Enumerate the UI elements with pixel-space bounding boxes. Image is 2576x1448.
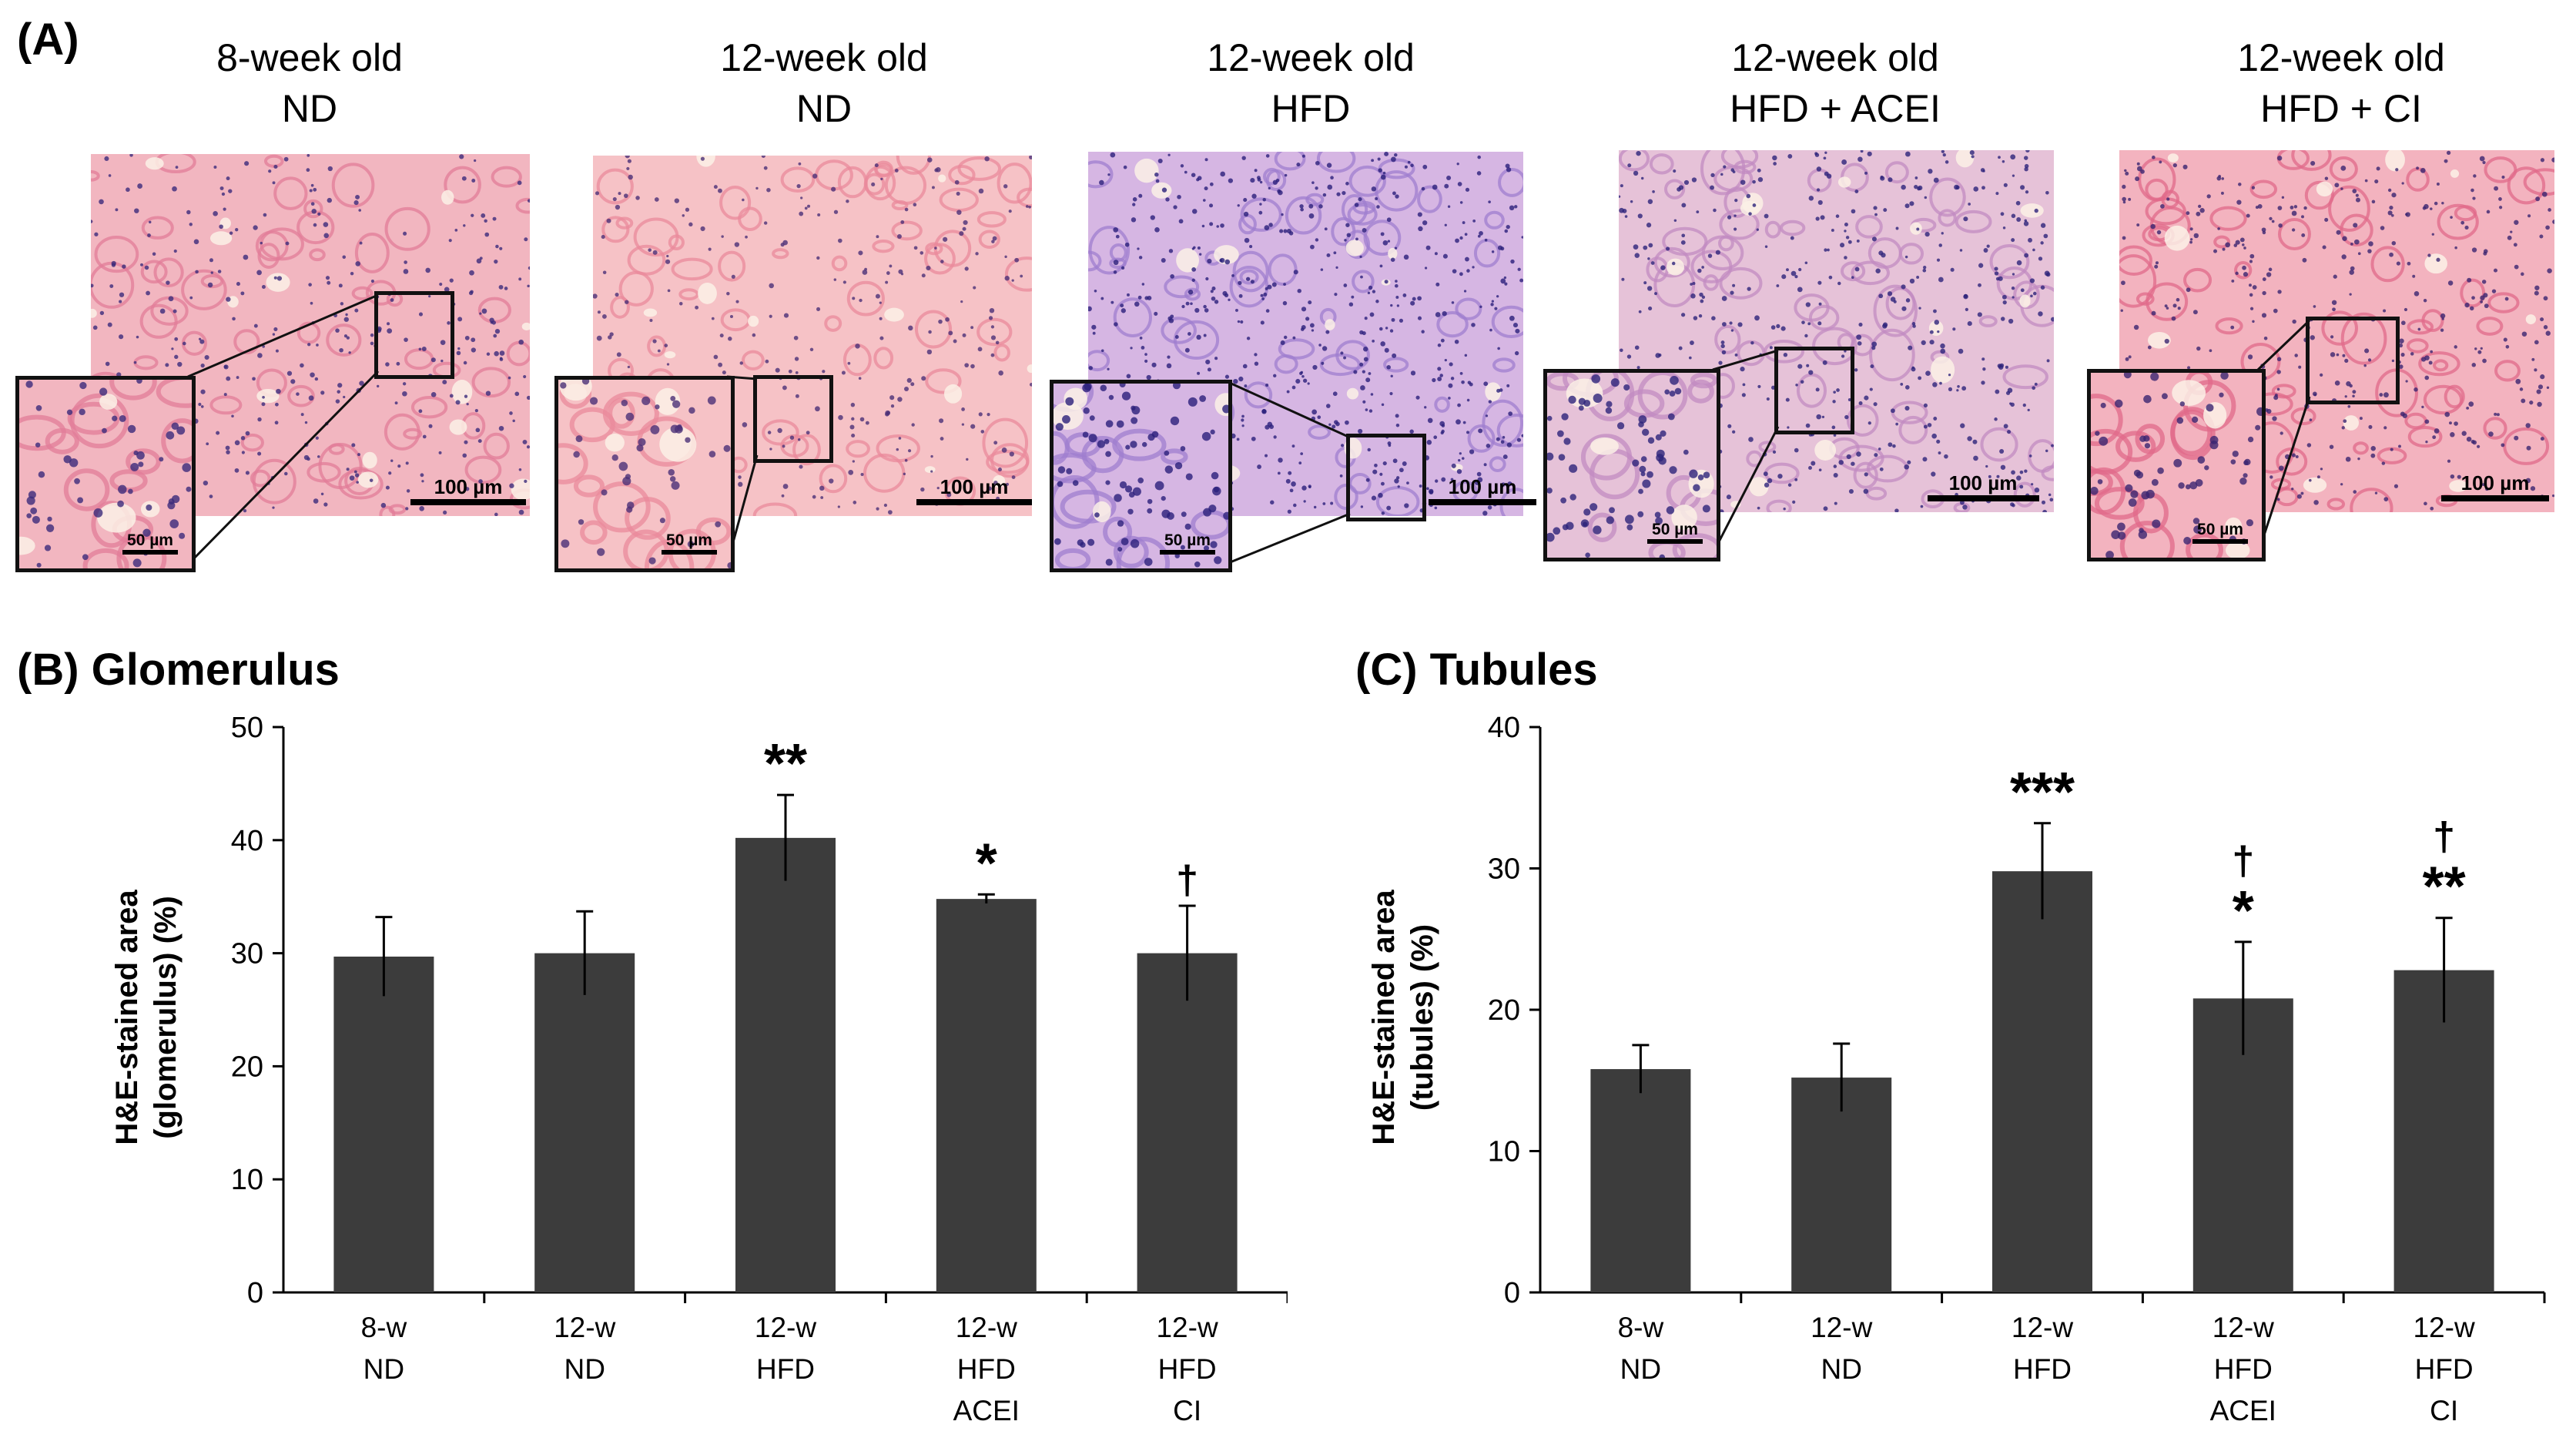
x-category-label: 12-w bbox=[956, 1312, 1017, 1343]
x-category-label: HFD bbox=[2214, 1353, 2273, 1385]
scale-bar-main-2: 100 µm bbox=[913, 475, 1036, 505]
roi-box-2 bbox=[753, 375, 833, 463]
y-tick-label: 30 bbox=[231, 938, 263, 970]
significance-label: * bbox=[2233, 880, 2254, 942]
y-tick-label: 40 bbox=[1488, 712, 1520, 744]
micrograph-12w-hfd bbox=[1088, 152, 1523, 516]
bar-1 bbox=[1590, 1069, 1691, 1292]
x-category-label: 12-w bbox=[755, 1312, 816, 1343]
scale-bar-main-5: 100 µm bbox=[2434, 471, 2557, 501]
scale-bar-inset-4: 50 µm bbox=[1640, 521, 1710, 544]
bar-3 bbox=[1992, 871, 2092, 1292]
y-tick-label: 0 bbox=[1504, 1277, 1520, 1309]
panel-a-label: (A) bbox=[17, 15, 79, 65]
x-category-label: CI bbox=[2430, 1395, 2458, 1426]
significance-label: *** bbox=[2010, 762, 2075, 823]
chart-b-glomerulus: 0 10 20 30 40 50 H&E-stained area (glomerulus) … bbox=[110, 712, 1288, 1426]
bar-5 bbox=[2393, 970, 2494, 1292]
roi-box-5 bbox=[2306, 317, 2400, 404]
roi-box-1 bbox=[374, 291, 454, 379]
bar-1 bbox=[333, 957, 434, 1292]
scale-bar-inset-3: 50 µm bbox=[1153, 531, 1222, 555]
bar-4 bbox=[936, 899, 1037, 1292]
roi-box-3 bbox=[1346, 434, 1426, 521]
chart-b-title: (B) Glomerulus bbox=[17, 645, 340, 695]
scale-bar-main-1: 100 µm bbox=[407, 475, 530, 505]
scale-bar-inset-5: 50 µm bbox=[2186, 521, 2255, 544]
x-category-label: 12-w bbox=[1156, 1312, 1218, 1343]
x-category-label: ND bbox=[1620, 1353, 1661, 1385]
x-category-label: 8-w bbox=[361, 1312, 407, 1343]
roi-box-4 bbox=[1774, 347, 1854, 434]
y-axis-label-line1: H&E-stained area bbox=[110, 890, 144, 1145]
significance-label: ** bbox=[2423, 856, 2466, 918]
x-category-label: 12-w bbox=[554, 1312, 615, 1343]
x-category-label: CI bbox=[1173, 1395, 1201, 1426]
y-tick-label: 10 bbox=[1488, 1136, 1520, 1168]
inset-12w-hfd-acei bbox=[1543, 369, 1720, 561]
significance-label: ** bbox=[764, 733, 807, 795]
bar-3 bbox=[735, 837, 836, 1292]
inset-12w-hfd bbox=[1050, 380, 1232, 572]
y-axis-label-line2: (tubules) (%) bbox=[1405, 924, 1439, 1111]
x-category-label: ND bbox=[363, 1353, 404, 1385]
group-title-1: 8-week old ND bbox=[216, 36, 403, 130]
bar-5 bbox=[1137, 953, 1238, 1292]
scale-bar-main-3: 100 µm bbox=[1421, 475, 1544, 505]
y-tick-label: 50 bbox=[231, 712, 263, 744]
x-category-label: 8-w bbox=[1618, 1312, 1664, 1343]
scale-bar-inset-2: 50 µm bbox=[655, 531, 724, 555]
significance-label: * bbox=[976, 833, 997, 894]
y-tick-label: 20 bbox=[1488, 994, 1520, 1027]
y-tick-label: 0 bbox=[247, 1277, 263, 1309]
y-tick-label: 30 bbox=[1488, 853, 1520, 886]
group-title-5: 12-week old HFD + CI bbox=[2237, 36, 2445, 130]
inset-12w-hfd-ci bbox=[2087, 369, 2266, 561]
x-category-label: 12-w bbox=[2213, 1312, 2274, 1343]
x-category-label: ACEI bbox=[2210, 1395, 2276, 1426]
x-category-label: ND bbox=[1821, 1353, 1861, 1385]
x-category-label: HFD bbox=[1158, 1353, 1217, 1385]
y-axis-label-line1: H&E-stained area bbox=[1367, 890, 1401, 1145]
x-category-label: 12-w bbox=[1811, 1312, 1872, 1343]
bar-2 bbox=[534, 953, 635, 1292]
x-category-label: HFD bbox=[957, 1353, 1016, 1385]
x-category-label: ND bbox=[564, 1353, 605, 1385]
group-title-2: 12-week old ND bbox=[720, 36, 928, 130]
y-axis-label-line2: (glomerulus) (%) bbox=[149, 896, 183, 1139]
chart-c-title: (C) Tubules bbox=[1355, 645, 1598, 695]
bar-2 bbox=[1791, 1078, 1892, 1292]
group-title-3: 12-week old HFD bbox=[1207, 36, 1415, 130]
y-axis-label: H&E-stained area (tubules) (%) bbox=[1367, 890, 1439, 1145]
x-category-label: ACEI bbox=[953, 1395, 1020, 1426]
scale-bar-main-4: 100 µm bbox=[1921, 471, 2045, 501]
significance-label: † bbox=[2433, 815, 2455, 860]
x-category-label: HFD bbox=[2013, 1353, 2072, 1385]
y-tick-label: 10 bbox=[231, 1164, 263, 1196]
scale-bar-inset-1: 50 µm bbox=[116, 531, 185, 555]
inset-8w-nd bbox=[15, 376, 196, 572]
y-tick-label: 40 bbox=[231, 825, 263, 857]
chart-c-tubules: 0 10 20 30 40 H&E-stained area (tubules) (%) 8-… bbox=[1367, 712, 2546, 1426]
x-category-label: 12-w bbox=[2413, 1312, 2474, 1343]
group-title-4: 12-week old HFD + ACEI bbox=[1730, 36, 1941, 130]
y-axis-label: H&E-stained area (glomerulus) (%) bbox=[110, 890, 183, 1145]
x-category-label: 12-w bbox=[2012, 1312, 2073, 1343]
x-category-label: HFD bbox=[2415, 1353, 2474, 1385]
significance-label: † bbox=[1176, 858, 1198, 903]
x-category-label: HFD bbox=[756, 1353, 815, 1385]
inset-12w-nd bbox=[554, 376, 735, 572]
y-tick-label: 20 bbox=[231, 1051, 263, 1083]
significance-label: † bbox=[2232, 839, 2254, 883]
